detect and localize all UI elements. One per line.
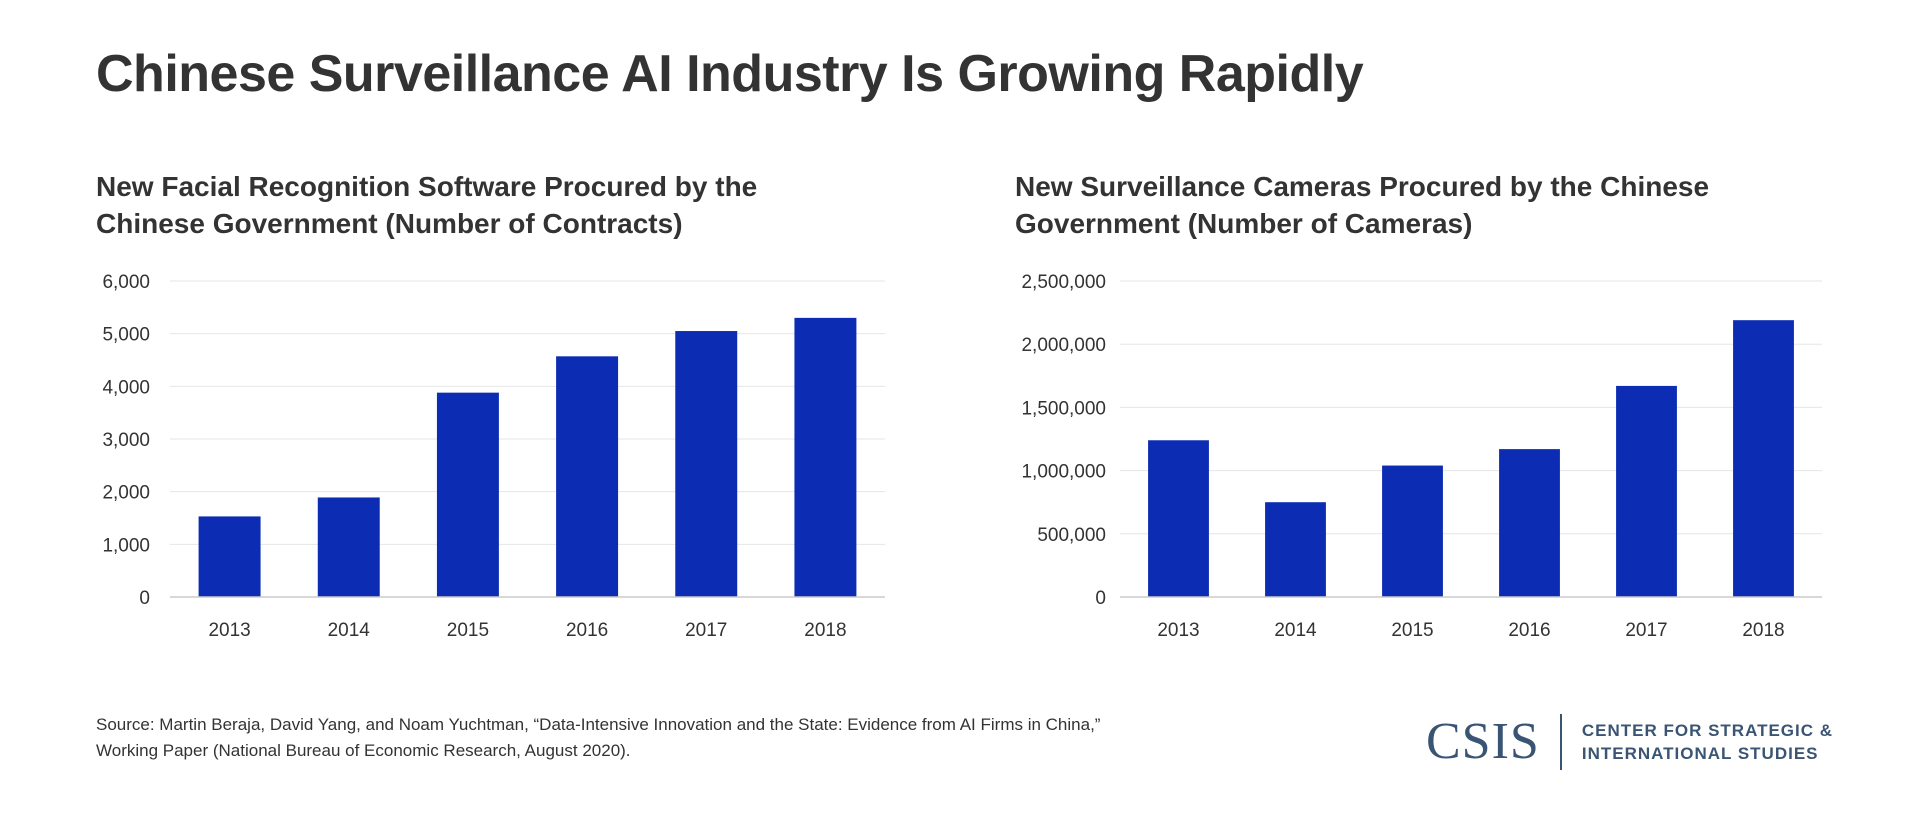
x-tick-label: 2015 [447, 620, 489, 641]
y-tick-label: 0 [139, 588, 150, 609]
bar-2015 [1382, 465, 1443, 597]
chart-title-surveillance-cameras: New Surveillance Cameras Procured by the… [1015, 171, 1710, 239]
bar-2016 [1499, 449, 1560, 597]
source-line-1: Source: Martin Beraja, David Yang, and N… [96, 715, 1101, 734]
x-tick-label: 2017 [1625, 620, 1667, 641]
facial-recognition-bar-chart: 0 1,000 2,000 3,000 4,000 5,000 6,000 2013 2014 2… [102, 272, 885, 641]
surveillance-cameras-bar-chart: 0 500,000 1,000,000 1,500,000 2,000,000 2,500… [1021, 272, 1822, 641]
y-tick-label: 2,000,000 [1021, 335, 1106, 356]
y-tick-label: 1,000 [102, 535, 150, 556]
y-tick-label: 6,000 [102, 272, 150, 293]
y-tick-label: 2,500,000 [1021, 272, 1106, 293]
bar-2016 [556, 356, 619, 597]
y-tick-label: 4,000 [102, 377, 150, 398]
y-tick-label: 2,000 [102, 483, 150, 504]
y-tick-label: 1,000,000 [1021, 462, 1106, 483]
logo-divider [1559, 714, 1562, 770]
bar-2013 [198, 516, 261, 597]
y-tick-label: 1,500,000 [1021, 398, 1106, 419]
source-note: Source: Martin Beraja, David Yang, and N… [96, 712, 1196, 764]
y-tick-label: 3,000 [102, 430, 150, 451]
source-line-2: Working Paper (National Bureau of Econom… [96, 741, 631, 760]
bar-2018 [794, 317, 857, 597]
csis-logo-mark: CSIS [1426, 713, 1540, 770]
y-tick-label: 5,000 [102, 325, 150, 346]
csis-logo: CSIS CENTER FOR STRATEGIC & INTERNATIONA… [1426, 712, 1833, 772]
logo-text-line-1: CENTER FOR STRATEGIC & [1581, 721, 1834, 740]
page-title: Chinese Surveillance AI Industry Is Grow… [96, 45, 1364, 103]
chart-title-facial-recognition: New Facial Recognition Software Procured… [96, 171, 758, 239]
x-tick-label: 2018 [804, 620, 846, 641]
x-tick-label: 2016 [566, 620, 608, 641]
logo-text-line-2: INTERNATIONAL STUDIES [1581, 744, 1819, 763]
x-tick-label: 2014 [1274, 620, 1317, 641]
bar-2018 [1733, 320, 1794, 597]
bar-2015 [436, 392, 499, 597]
csis-logo-text: CENTER FOR STRATEGIC & INTERNATIONAL STU… [1582, 719, 1833, 765]
bar-2014 [317, 497, 380, 597]
y-tick-label: 0 [1095, 588, 1106, 609]
x-tick-label: 2013 [208, 620, 250, 641]
x-tick-label: 2013 [1157, 620, 1199, 641]
y-tick-label: 500,000 [1037, 525, 1106, 546]
bar-2014 [1265, 502, 1326, 597]
x-tick-label: 2017 [685, 620, 727, 641]
bar-2017 [1616, 385, 1677, 597]
bar-2013 [1148, 440, 1209, 597]
x-tick-label: 2014 [328, 620, 371, 641]
x-tick-label: 2018 [1742, 620, 1784, 641]
x-tick-label: 2016 [1508, 620, 1550, 641]
bar-2017 [675, 331, 738, 597]
x-tick-label: 2015 [1391, 620, 1433, 641]
